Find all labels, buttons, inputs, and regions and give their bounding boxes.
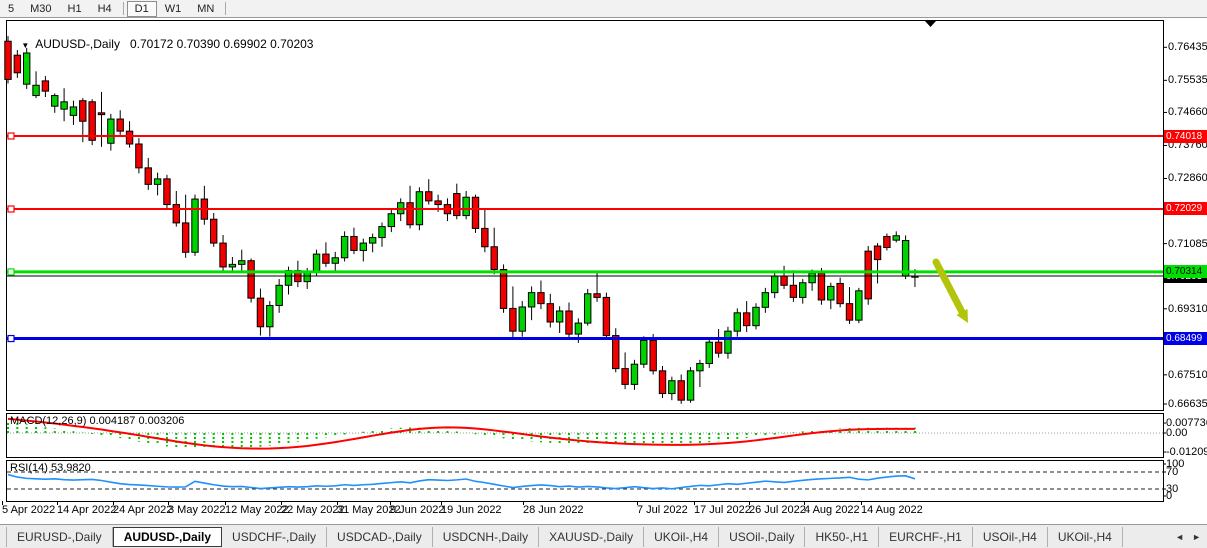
date-axis-label: 14 Apr 2022: [57, 504, 117, 516]
date-axis-label: 22 May 2022: [281, 504, 345, 516]
indicator-axis-label: 0: [1166, 490, 1173, 502]
tab-usoil-daily[interactable]: USOil-,Daily: [719, 527, 806, 547]
chart-ohlc-values: 0.70172 0.70390 0.69902 0.70203: [129, 37, 314, 51]
date-axis-label: 31 May 2022: [337, 504, 401, 516]
date-axis-label: 28 Jun 2022: [523, 504, 584, 516]
date-axis-label: 3 May 2022: [168, 504, 226, 516]
date-axis-label: 9 Jun 2022: [390, 504, 445, 516]
timeframe-button-w1[interactable]: W1: [164, 2, 182, 15]
tab-usdchf-daily[interactable]: USDCHF-,Daily: [222, 527, 328, 547]
indicator-axis-label: 0.00: [1166, 427, 1188, 439]
chart-title: ▼ AUDUSD-,Daily 0.70172 0.70390 0.69902 0.…: [8, 23, 313, 65]
chart-symbol-label: AUDUSD-,Daily: [35, 37, 120, 51]
price-marker-0.68499: 0.68499: [1164, 332, 1207, 346]
price-axis-label: 0.71085: [1168, 237, 1207, 250]
price-axis-label: 0.75535: [1168, 74, 1207, 87]
tab-xauusd-daily[interactable]: XAUUSD-,Daily: [539, 527, 645, 547]
indicator-axis-label: 70: [1166, 466, 1179, 478]
indicator-axis-label: 30: [1166, 483, 1179, 495]
tab-usdcad-daily[interactable]: USDCAD-,Daily: [327, 527, 433, 547]
tab-eurusd-daily[interactable]: EURUSD-,Daily: [6, 527, 113, 547]
rsi-indicator-label: RSI(14) 53.9820: [10, 462, 91, 474]
tab-ukoil-h4[interactable]: UKOil-,H4: [644, 527, 720, 547]
timeframe-button-h1[interactable]: H1: [67, 2, 82, 15]
date-axis-label: 14 Aug 2022: [861, 504, 923, 516]
toolbar-separator: [225, 2, 227, 15]
date-axis-label: 4 Aug 2022: [804, 504, 860, 516]
date-axis-label: 7 Jul 2022: [637, 504, 688, 516]
price-axis-label: 0.67510: [1168, 368, 1207, 381]
chart-dropdown-icon[interactable]: ▼: [21, 41, 30, 50]
price-marker-0.70314: 0.70314: [1164, 265, 1207, 279]
price-axis-label: 0.72860: [1168, 172, 1207, 185]
tab-scroll-left-icon[interactable]: ◄: [1175, 532, 1185, 542]
price-axis-label: 0.66635: [1168, 398, 1207, 410]
date-axis-label: 12 May 2022: [225, 504, 289, 516]
price-axis-label: 0.69310: [1168, 302, 1207, 315]
timeframe-button-h4[interactable]: H4: [97, 2, 112, 15]
timeframe-button-5[interactable]: 5: [8, 2, 15, 15]
date-axis-label: 17 Jul 2022: [694, 504, 751, 516]
timeframe-toolbar: 5 M30 H1 H4 D1 W1 MN: [0, 0, 1207, 18]
price-marker-0.72029: 0.72029: [1164, 202, 1207, 216]
date-axis-label: 24 Apr 2022: [113, 504, 173, 516]
price-axis-label: 0.74660: [1168, 106, 1207, 119]
indicator-axis-label: -0.01209: [1166, 446, 1207, 458]
date-axis-label: 19 Jun 2022: [441, 504, 502, 516]
timeframe-button-d1[interactable]: D1: [126, 0, 157, 17]
tab-hk50-h1[interactable]: HK50-,H1: [805, 527, 880, 547]
indicator-axis-label: 100: [1166, 458, 1185, 470]
symbol-tab-bar: EURUSD-,Daily AUDUSD-,Daily USDCHF-,Daily U…: [0, 524, 1207, 548]
date-axis-label: 26 Jul 2022: [749, 504, 806, 516]
price-marker-0.74018: 0.74018: [1164, 129, 1207, 143]
tab-scroll-right-icon[interactable]: ►: [1192, 532, 1201, 542]
date-axis-label: 5 Apr 2022: [2, 504, 56, 516]
tab-audusd-daily[interactable]: AUDUSD-,Daily: [112, 527, 223, 547]
indicator-axis-label: 0.007736: [1166, 417, 1207, 429]
price-axis-label: 0.76435: [1168, 41, 1207, 54]
tab-usoil-h4[interactable]: USOil-,H4: [973, 527, 1048, 547]
tab-eurchf-h1[interactable]: EURCHF-,H1: [879, 527, 973, 547]
tab-usdcnh-daily[interactable]: USDCNH-,Daily: [433, 527, 540, 547]
macd-indicator-label: MACD(12,26,9) 0.004187 0.003206: [10, 415, 185, 427]
timeframe-button-mn[interactable]: MN: [197, 2, 215, 15]
tab-scrollers: ◄ ►: [1175, 532, 1201, 542]
timeframe-button-m30[interactable]: M30: [30, 2, 52, 15]
tab-ukoil-h4[interactable]: UKOil-,H4: [1048, 527, 1123, 547]
toolbar-separator: [122, 2, 124, 15]
